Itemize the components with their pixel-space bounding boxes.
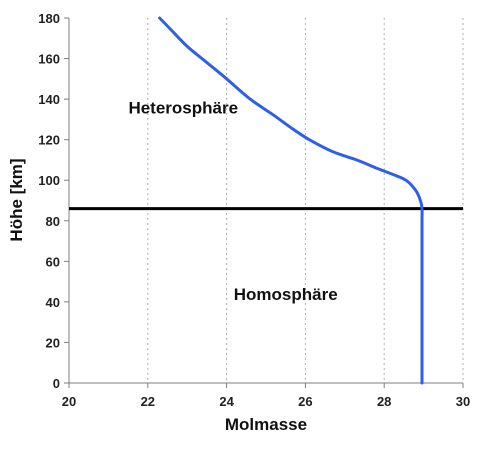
y-tick-label: 100 xyxy=(38,173,60,188)
heterosphere-label: Heterosphäre xyxy=(128,98,238,117)
y-tick-label: 80 xyxy=(46,214,60,229)
y-axis-title: Höhe [km] xyxy=(7,158,26,241)
x-tick-label: 22 xyxy=(141,394,155,409)
y-tick-label: 160 xyxy=(38,52,60,67)
x-tick-label: 30 xyxy=(456,394,470,409)
x-tick-label: 28 xyxy=(377,394,391,409)
x-tick-label: 24 xyxy=(219,394,234,409)
series-layer xyxy=(69,16,463,385)
axis-layer xyxy=(68,18,463,384)
y-tick-label: 40 xyxy=(46,295,60,310)
x-tick-label: 20 xyxy=(62,394,76,409)
x-axis-title: Molmasse xyxy=(225,415,307,434)
y-tick-label: 20 xyxy=(46,335,60,350)
annotation-layer: Heterosphäre Homosphäre xyxy=(128,98,337,304)
series-line xyxy=(158,16,424,385)
homosphere-label: Homosphäre xyxy=(234,285,338,304)
y-tick-label: 0 xyxy=(53,376,60,391)
y-tick-label: 140 xyxy=(38,92,60,107)
y-tick-label: 180 xyxy=(38,11,60,26)
grid-layer xyxy=(147,18,464,383)
x-tick-label: 26 xyxy=(298,394,312,409)
y-tick-label: 60 xyxy=(46,254,60,269)
y-tick-label: 120 xyxy=(38,133,60,148)
